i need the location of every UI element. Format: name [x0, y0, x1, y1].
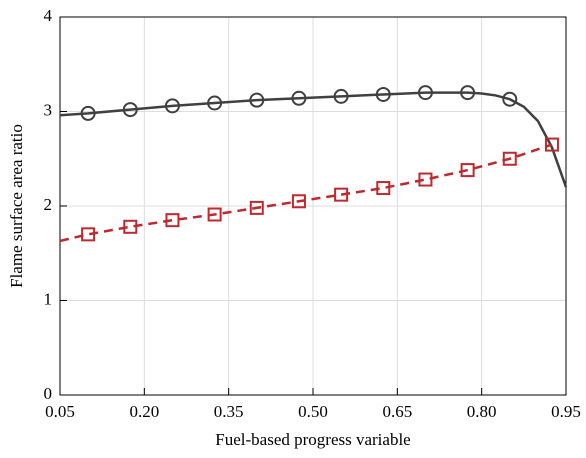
marker	[207, 207, 222, 222]
x-tick-label: 0.50	[298, 402, 328, 421]
x-tick-label: 0.20	[129, 402, 159, 421]
x-tick-label: 0.95	[551, 402, 581, 421]
marker	[375, 86, 391, 102]
x-axis-title: Fuel-based progress variable	[215, 430, 410, 449]
marker	[165, 213, 180, 228]
series-line	[59, 143, 553, 243]
marker	[418, 172, 433, 187]
y-axis-title: Flame surface area ratio	[7, 124, 26, 288]
marker	[333, 88, 349, 104]
y-tick-label: 2	[44, 195, 53, 214]
x-tick-label: 0.80	[467, 402, 497, 421]
marker	[123, 219, 138, 234]
marker	[417, 85, 433, 101]
marker	[460, 85, 476, 101]
marker	[291, 194, 306, 209]
y-tick-label: 0	[44, 384, 53, 403]
marker	[460, 163, 475, 178]
marker	[81, 227, 96, 242]
marker	[80, 105, 96, 121]
plot-frame	[59, 16, 567, 396]
marker	[249, 92, 265, 108]
x-tick-label: 0.35	[214, 402, 244, 421]
marker	[544, 137, 559, 152]
marker	[291, 90, 307, 106]
marker	[502, 151, 517, 166]
y-tick-label: 4	[44, 6, 53, 25]
marker	[502, 91, 518, 107]
x-tick-label: 0.05	[45, 402, 75, 421]
marker	[207, 95, 223, 111]
marker	[122, 102, 138, 118]
marker	[249, 200, 264, 215]
marker	[334, 187, 349, 202]
marker	[164, 98, 180, 114]
marker	[376, 181, 391, 196]
y-tick-label: 3	[44, 100, 53, 119]
y-tick-label: 1	[44, 289, 53, 308]
x-tick-label: 0.65	[382, 402, 412, 421]
